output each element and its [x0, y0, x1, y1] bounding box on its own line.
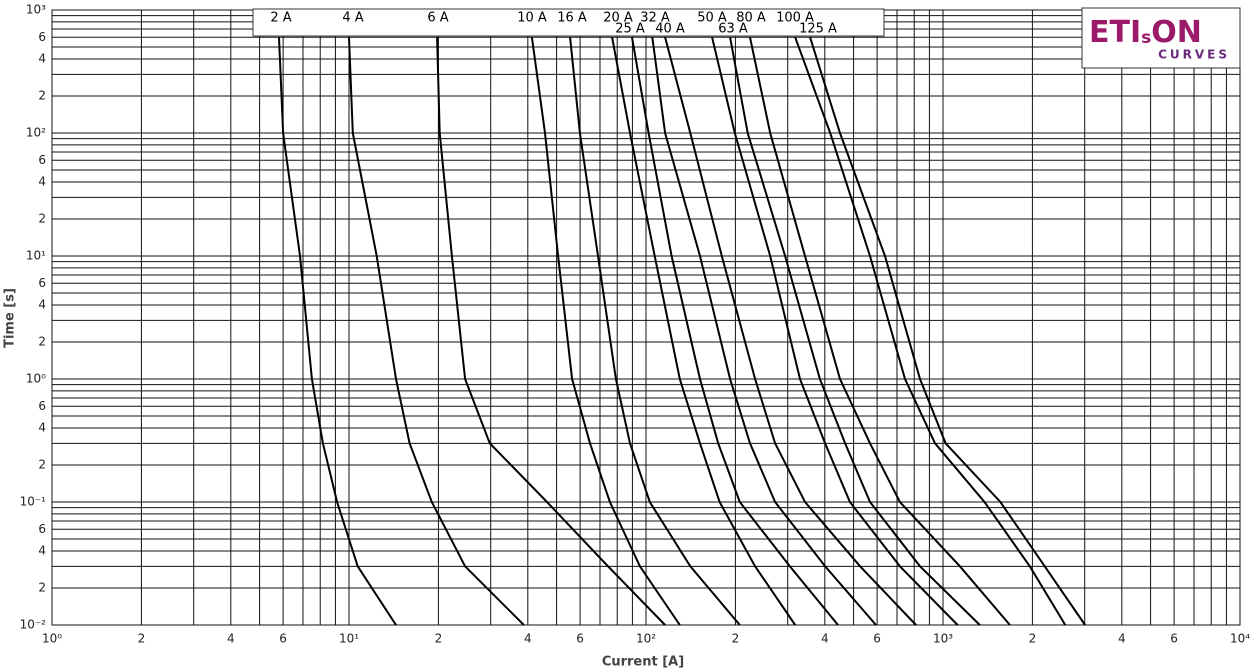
- y-tick-label: 2: [38, 580, 46, 594]
- legend-label: 25 A: [615, 22, 645, 37]
- y-tick-label: 6: [38, 399, 46, 413]
- y-tick-label: 4: [38, 51, 46, 65]
- legend-label: 20 A: [603, 11, 633, 26]
- curve: [569, 37, 741, 626]
- x-tick-label: 6: [1170, 632, 1178, 646]
- y-tick-label: 10³: [26, 3, 46, 17]
- y-tick-label: 6: [38, 30, 46, 44]
- curve: [794, 36, 1067, 626]
- logo-eti: ETI: [1089, 15, 1141, 50]
- curve: [348, 37, 525, 626]
- y-tick-label: 2: [38, 88, 46, 102]
- legend-label: 100 A: [776, 11, 814, 26]
- x-tick-label: 6: [279, 632, 287, 646]
- legend: 2 A 4 A 6 A 10 A 16 A 20 A25 A32 A40 A 50 A63 …: [270, 11, 837, 37]
- curve: [611, 37, 797, 626]
- legend-label: 2 A: [270, 11, 291, 26]
- curve: [664, 37, 917, 626]
- curve: [278, 37, 397, 626]
- grid: 10⁰ 2 4 6 10¹ 2 4 6 10² 2 4 6 10³ 2 4 6 10⁴ 10⁻² 2 4 6 10⁻¹ 2 4…: [20, 3, 1251, 646]
- x-tick-label: 10²: [636, 632, 656, 646]
- legend-box: [252, 8, 885, 37]
- curve: [651, 37, 877, 626]
- logo-s: s: [1141, 28, 1151, 48]
- legend-label: 4 A: [342, 11, 363, 26]
- x-tick-label: 2: [1029, 632, 1037, 646]
- legend-label: 63 A: [718, 22, 748, 37]
- legend-label: 16 A: [557, 11, 587, 26]
- logo-tagline: CURVES: [1158, 48, 1230, 62]
- legend-label: 6 A: [427, 11, 448, 26]
- y-tick-label: 4: [38, 543, 46, 557]
- x-axis-title: Current [A]: [602, 655, 684, 670]
- x-tick-label: 4: [821, 632, 829, 646]
- logo-box: [1081, 7, 1241, 69]
- y-axis-title: Time [s]: [3, 288, 18, 348]
- curves: [278, 36, 1086, 626]
- legend-label: 125 A: [799, 22, 837, 37]
- x-tick-label: 10³: [933, 632, 953, 646]
- x-tick-label: 10¹: [339, 632, 359, 646]
- curve: [749, 37, 1011, 626]
- legend-label: 50 A: [697, 11, 727, 26]
- y-tick-label: 10²: [26, 126, 46, 140]
- x-tick-label: 4: [524, 632, 532, 646]
- curve: [436, 37, 666, 626]
- x-tick-label: 4: [1118, 632, 1126, 646]
- x-tick-label: 2: [138, 632, 146, 646]
- y-tick-label: 2: [38, 211, 46, 225]
- curve: [809, 37, 1086, 626]
- logo-on: ON: [1151, 15, 1202, 50]
- curve: [530, 37, 681, 626]
- legend-label: 32 A: [640, 11, 670, 26]
- y-tick-label: 6: [38, 522, 46, 536]
- y-tick-label: 4: [38, 420, 46, 434]
- logo: ETIsON: [1089, 15, 1202, 50]
- legend-label: 80 A: [736, 11, 766, 26]
- legend-label: 10 A: [517, 11, 547, 26]
- y-tick-label: 10⁻²: [20, 618, 47, 632]
- y-tick-label: 10⁻¹: [20, 495, 47, 509]
- legend-label: 40 A: [655, 22, 685, 37]
- y-tick-label: 4: [38, 297, 46, 311]
- x-tick-label: 6: [873, 632, 881, 646]
- curve: [711, 37, 959, 626]
- x-tick-label: 6: [576, 632, 584, 646]
- x-tick-label: 4: [227, 632, 235, 646]
- x-tick-label: 2: [435, 632, 443, 646]
- y-tick-label: 6: [38, 153, 46, 167]
- y-tick-label: 4: [38, 174, 46, 188]
- y-tick-label: 2: [38, 334, 46, 348]
- curve: [631, 37, 839, 626]
- x-tick-label: 2: [732, 632, 740, 646]
- y-tick-label: 10¹: [26, 249, 46, 263]
- y-tick-label: 6: [38, 276, 46, 290]
- curve: [729, 37, 981, 626]
- y-tick-label: 10⁰: [26, 372, 46, 386]
- y-tick-label: 2: [38, 457, 46, 471]
- x-tick-label: 10⁰: [42, 632, 62, 646]
- x-tick-label: 10⁴: [1230, 632, 1250, 646]
